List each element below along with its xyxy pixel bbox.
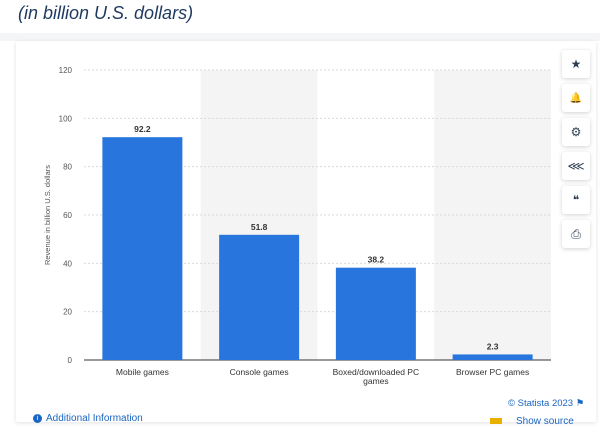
y-tick-label: 0 bbox=[68, 356, 73, 365]
x-tick-label: Mobile games bbox=[116, 367, 169, 377]
y-tick-label: 80 bbox=[63, 163, 72, 172]
gear-icon: ⚙ bbox=[570, 125, 582, 139]
settings-button[interactable]: ⚙ bbox=[562, 118, 590, 146]
print-button[interactable]: ⎙ bbox=[562, 220, 590, 248]
y-tick-label: 100 bbox=[59, 114, 73, 123]
cite-button[interactable]: ❝ bbox=[562, 186, 590, 214]
notification-button[interactable]: 🔔 bbox=[562, 84, 590, 112]
flag-icon: ⚑ bbox=[575, 398, 585, 409]
star-icon: ★ bbox=[570, 57, 582, 71]
header-divider bbox=[0, 33, 600, 41]
bar bbox=[335, 267, 416, 360]
bar bbox=[452, 354, 533, 360]
y-axis-title: Revenue in billion U.S. dollars bbox=[43, 165, 52, 265]
bar-value-label: 51.8 bbox=[251, 222, 268, 232]
statista-credit-link[interactable]: © Statista 2023 ⚑ bbox=[508, 398, 585, 409]
bell-icon: 🔔 bbox=[569, 92, 583, 104]
additional-information-link[interactable]: i Additional Information bbox=[33, 413, 143, 424]
bar-value-label: 38.2 bbox=[368, 255, 385, 265]
chart-subtitle: (in billion U.S. dollars) bbox=[18, 3, 194, 23]
share-icon: ⋘ bbox=[567, 159, 585, 173]
x-tick-label: Browser PC games bbox=[456, 367, 529, 377]
share-button[interactable]: ⋘ bbox=[562, 152, 590, 180]
bar-value-label: 2.3 bbox=[487, 341, 499, 351]
x-tick-label: Console games bbox=[230, 367, 289, 377]
favorite-button[interactable]: ★ bbox=[562, 50, 590, 78]
y-tick-label: 120 bbox=[59, 66, 73, 75]
info-icon: i bbox=[33, 413, 42, 423]
y-tick-label: 20 bbox=[63, 308, 72, 317]
source-badge-icon bbox=[490, 418, 502, 425]
print-icon: ⎙ bbox=[571, 226, 581, 241]
bar bbox=[102, 137, 183, 360]
bar bbox=[219, 234, 300, 360]
y-tick-label: 40 bbox=[63, 259, 72, 268]
x-tick-label: Boxed/downloaded PC games bbox=[333, 367, 419, 386]
bar-value-label: 92.2 bbox=[134, 124, 151, 134]
quote-icon: ❝ bbox=[572, 193, 580, 207]
y-tick-label: 60 bbox=[63, 211, 72, 220]
